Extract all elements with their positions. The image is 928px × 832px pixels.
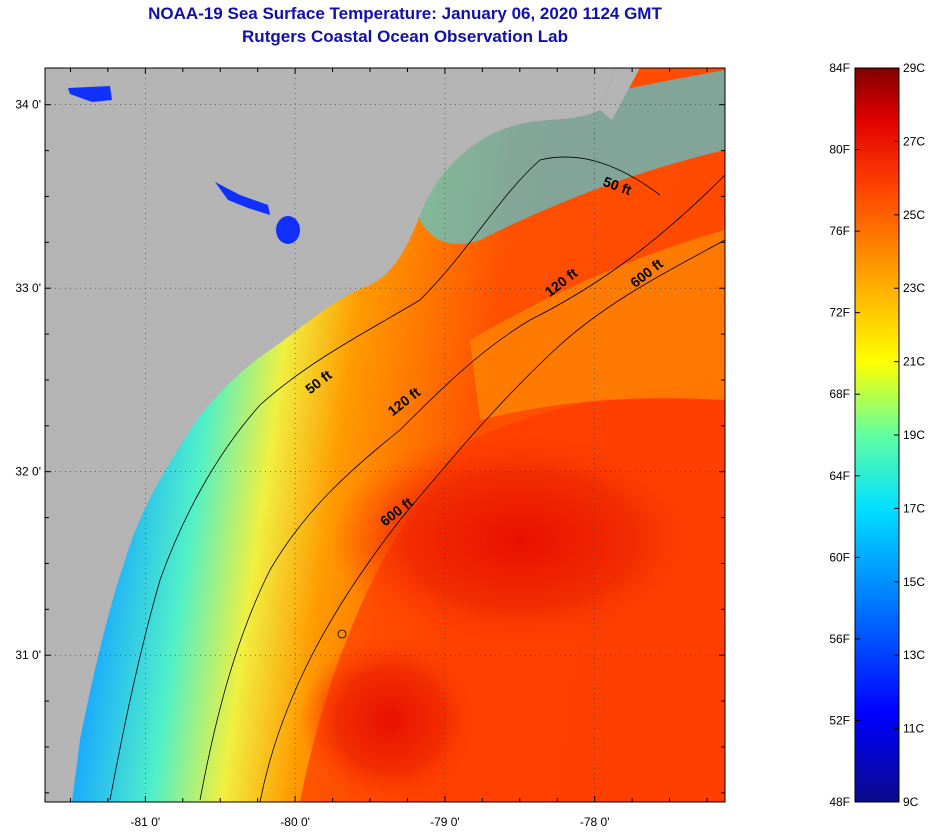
lat-tick-label: 33 0' [15, 281, 41, 295]
lat-tick-label: 31 0' [15, 648, 41, 662]
contour-50ft [109, 156, 661, 801]
lat-tick-label: 34 0' [15, 98, 41, 112]
colorbar-c-label: 13C [903, 648, 925, 662]
seamount-contour [337, 629, 347, 639]
colorbar-c-label: 25C [903, 208, 925, 222]
map-grid [45, 68, 725, 802]
warm-core-south [300, 635, 480, 802]
lat-tick-label: 32 0' [15, 465, 41, 479]
colorbar-f-label: 80F [829, 143, 850, 157]
warm-core-north [330, 430, 710, 650]
axis-ticks: 34 0' 33 0' 32 0' 31 0' -81 0' -80 0' -79 0' -7… [15, 68, 725, 829]
colorbar-c-label: 19C [903, 428, 925, 442]
colorbar-f-label: 56F [829, 632, 850, 646]
colorbar-f-label: 72F [829, 306, 850, 320]
colorbar-c-label: 27C [903, 134, 925, 148]
inland-lake-north [68, 86, 112, 102]
colorbar-f-label: 64F [829, 469, 850, 483]
colorbar-f-label: 52F [829, 713, 850, 727]
contour-600ft [259, 239, 725, 802]
colorbar-f-label: 68F [829, 387, 850, 401]
colorbar-labels: 84F 80F 76F 72F 68F 64F 60F 56F 52F 48F 29C 27C 25C 2… [829, 61, 925, 809]
lon-tick-label: -81 0' [131, 815, 161, 829]
colorbar-c-label: 17C [903, 501, 925, 515]
lon-tick-label: -80 0' [280, 815, 310, 829]
colorbar [854, 67, 900, 803]
colorbar-c-label: 11C [903, 722, 924, 736]
inland-lake-mid [215, 182, 270, 215]
shelf-warm-band [470, 230, 725, 420]
lon-tick-label: -78 0' [580, 815, 610, 829]
map-frame [44, 67, 726, 803]
colorbar-c-label: 21C [903, 355, 925, 369]
colorbar-c-label: 9C [903, 795, 919, 809]
colorbar-c-label: 29C [903, 61, 925, 75]
colorbar-f-label: 60F [829, 550, 850, 564]
colorbar-c-label: 23C [903, 281, 925, 295]
land-mass [45, 68, 615, 802]
map-title: NOAA-19 Sea Surface Temperature: January… [148, 4, 662, 23]
inland-lake-round [276, 216, 300, 244]
colorbar-f-label: 84F [829, 61, 850, 75]
lon-tick-label: -79 0' [430, 815, 460, 829]
land-cape [600, 68, 640, 120]
colorbar-f-label: 76F [829, 224, 850, 238]
colorbar-c-label: 15C [903, 575, 925, 589]
map-subtitle: Rutgers Coastal Ocean Observation Lab [242, 27, 568, 46]
colorbar-f-label: 48F [829, 795, 850, 809]
